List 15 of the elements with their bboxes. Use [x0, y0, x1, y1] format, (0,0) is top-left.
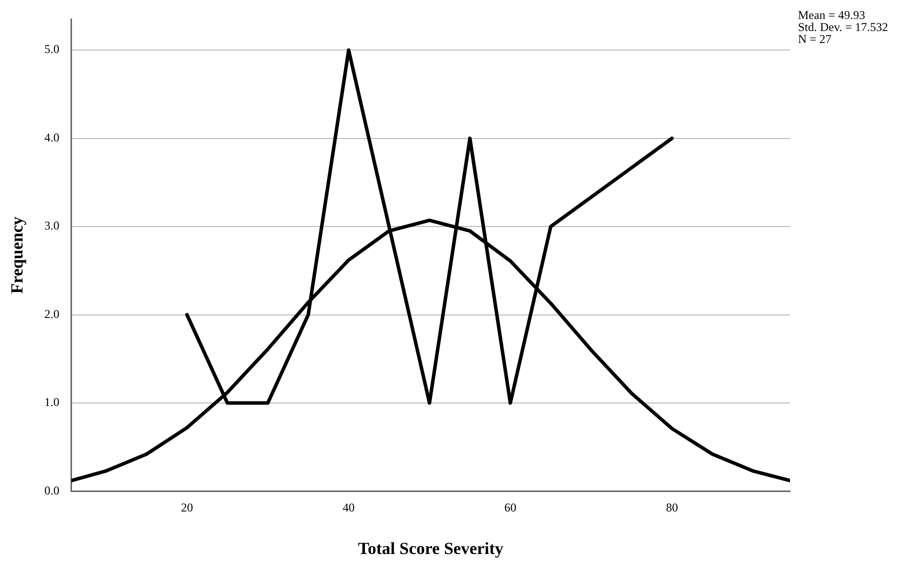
y-tick-label: 2.0: [44, 306, 60, 321]
x-tick-label: 80: [666, 500, 678, 515]
y-tick-label: 3.0: [44, 218, 60, 233]
y-tick-label: 5.0: [44, 42, 60, 56]
x-tick-label: 20: [180, 500, 193, 515]
y-axis-title: Frequency: [8, 216, 27, 294]
x-tick-label: 40: [342, 500, 355, 515]
y-tick-label: 1.0: [44, 395, 60, 410]
text: N = 27: [798, 32, 832, 46]
x-tick-label: 60: [504, 500, 516, 515]
y-tick-label: 4.0: [44, 130, 60, 144]
text: Mean = 49.93: [798, 8, 866, 22]
x-axis-title: Total Score Severity: [358, 539, 504, 558]
y-tick-label: 0.0: [44, 483, 60, 498]
text: Std. Dev. = 17.532: [798, 20, 888, 34]
